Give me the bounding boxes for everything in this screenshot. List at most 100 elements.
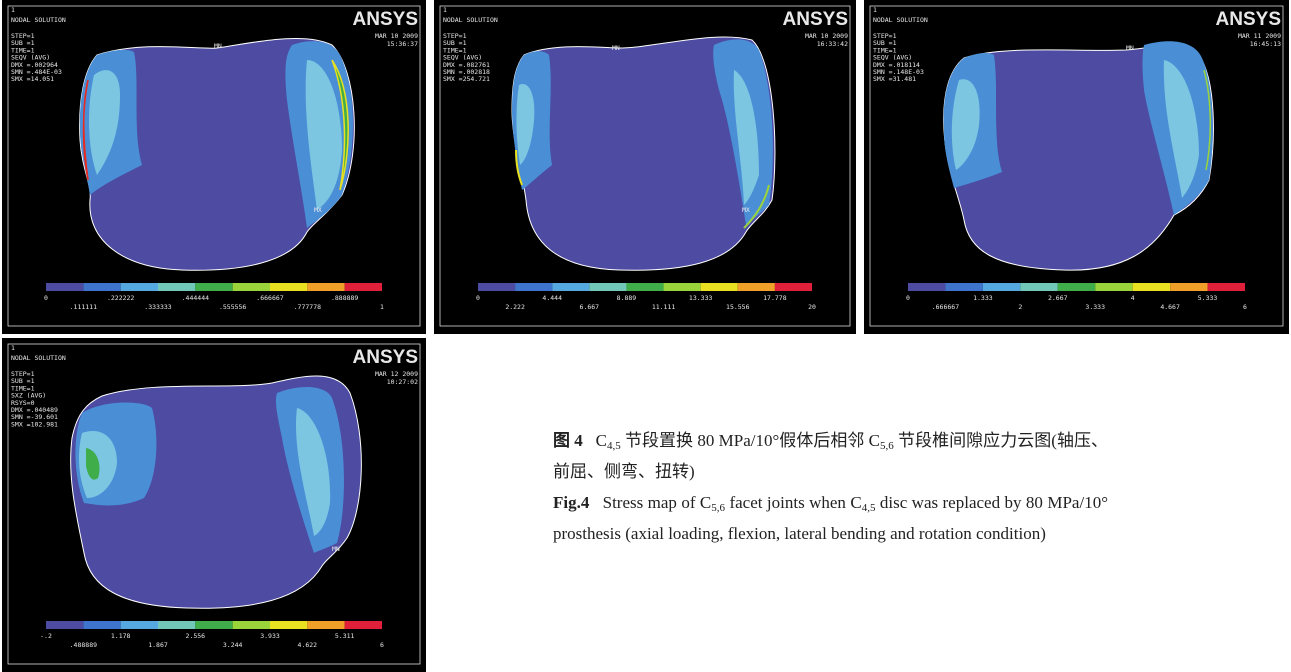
solution-info: TIME=1: [11, 46, 35, 54]
time: 16:33:42: [817, 40, 848, 48]
legend-label: .111111: [70, 303, 97, 311]
time: 15:36:37: [387, 40, 418, 48]
legend-label: .666667: [256, 294, 283, 302]
legend-label: 3.933: [260, 632, 280, 640]
color-band: [158, 283, 196, 291]
color-band: [700, 283, 738, 291]
color-band: [307, 621, 345, 629]
extreme-marker: MN: [332, 545, 340, 553]
color-band: [120, 621, 158, 629]
legend-label: 0: [476, 294, 480, 302]
window-number: 1: [11, 344, 15, 352]
caption-text: 节段置换 80 MPa/10°假体后相邻 C: [620, 431, 881, 450]
color-band: [195, 283, 233, 291]
legend-label: 4.444: [542, 294, 562, 302]
solution-info: TIME=1: [11, 384, 35, 392]
legend-label: 1.178: [111, 632, 131, 640]
contour-plot: [70, 375, 362, 609]
logo: ANSYS: [1216, 9, 1281, 30]
color-band: [626, 283, 664, 291]
color-band: [158, 621, 196, 629]
caption-label: 图 4: [553, 431, 583, 450]
extreme-marker: MN: [214, 42, 222, 50]
legend-label: .555556: [219, 303, 246, 311]
solution-info: SUB =1: [443, 39, 467, 47]
solution-info: SMN =.148E-03: [873, 68, 924, 76]
time: 10:27:02: [387, 378, 418, 386]
figure-caption: 图 4 C4,5 节段置换 80 MPa/10°假体后相邻 C5,6 节段椎间隙…: [553, 425, 1108, 549]
color-band: [344, 621, 382, 629]
caption-text: facet joints when C: [725, 493, 862, 512]
legend-label: 13.333: [689, 294, 713, 302]
caption-subscript: 4,5: [861, 502, 876, 514]
solution-info: DMX =.002964: [11, 61, 58, 69]
legend-label: .444444: [182, 294, 209, 302]
solution-info: TIME=1: [443, 46, 467, 54]
color-band: [552, 283, 590, 291]
legend-label: 4.622: [298, 641, 318, 649]
extreme-marker: MN: [1126, 44, 1134, 52]
extreme-marker: MN: [612, 44, 620, 52]
legend-label: 2.222: [505, 303, 525, 311]
plot-title: NODAL SOLUTION: [11, 354, 66, 362]
color-band: [46, 283, 84, 291]
frame: [439, 5, 851, 327]
solution-info: SEQV (AVG): [11, 54, 50, 62]
legend-label: .333333: [144, 303, 171, 311]
solution-info: STEP=1: [873, 32, 897, 40]
caption-text: disc was replaced by 80 MPa/10° prosthes…: [553, 493, 1108, 543]
legend-label: 8.889: [617, 294, 637, 302]
extreme-marker: MX: [314, 206, 322, 214]
color-band: [1095, 283, 1133, 291]
solution-info: SMN =-39.601: [11, 413, 58, 421]
caption-subscript: 4,5: [606, 440, 621, 452]
solution-info: SEQV (AVG): [443, 54, 482, 62]
legend-label: 4: [1131, 294, 1135, 302]
solution-info: SUB =1: [873, 39, 897, 47]
contour-plot: [511, 36, 776, 271]
frame: [7, 5, 421, 327]
color-band: [945, 283, 983, 291]
caption-subscript: 5,6: [711, 502, 726, 514]
color-band: [344, 283, 382, 291]
legend-label: .488889: [70, 641, 97, 649]
solution-info: SMN =.484E-03: [11, 68, 62, 76]
color-band: [478, 283, 516, 291]
solution-info: SMX =14.051: [11, 75, 54, 83]
solution-info: SMX =254.721: [443, 75, 490, 83]
solution-info: SEQV (AVG): [873, 54, 912, 62]
color-band: [83, 621, 121, 629]
legend-label: 6: [380, 641, 384, 649]
solution-info: STEP=1: [443, 32, 467, 40]
caption-text: 节段椎间隙应力云图(轴压、前屈、侧弯、扭转): [553, 431, 1108, 481]
plot-title: NODAL SOLUTION: [873, 16, 928, 24]
solution-info: STEP=1: [11, 370, 35, 378]
window-number: 1: [873, 6, 877, 14]
legend-label: 0: [906, 294, 910, 302]
caption-zh: 图 4 C4,5 节段置换 80 MPa/10°假体后相邻 C5,6 节段椎间隙…: [553, 425, 1108, 487]
extreme-marker: MX: [742, 206, 750, 214]
legend-label: 3.244: [223, 641, 243, 649]
legend-label: 1: [380, 303, 384, 311]
caption-text: Stress map of C: [602, 493, 712, 512]
logo: ANSYS: [783, 9, 848, 30]
caption-text: C: [595, 431, 607, 450]
solution-info: SUB =1: [11, 377, 35, 385]
color-band: [46, 621, 84, 629]
color-band: [1057, 283, 1096, 291]
color-band: [663, 283, 701, 291]
plot-title: NODAL SOLUTION: [443, 16, 498, 24]
legend-label: 1.333: [973, 294, 993, 302]
color-band: [307, 283, 345, 291]
solution-info: SMX =102.981: [11, 420, 58, 428]
color-band: [1020, 283, 1058, 291]
color-band: [232, 621, 270, 629]
color-band: [908, 283, 946, 291]
date: MAR 10 2009: [805, 32, 848, 40]
color-band: [195, 621, 233, 629]
color-band: [1207, 283, 1245, 291]
legend-label: 1.867: [148, 641, 168, 649]
contour-plot: [943, 41, 1214, 271]
